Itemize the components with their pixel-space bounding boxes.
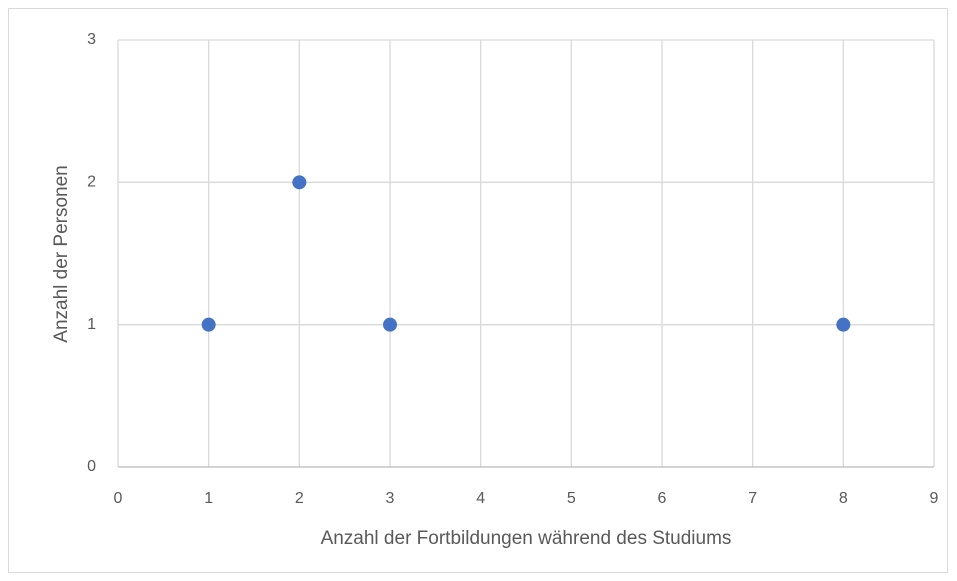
point: [201, 317, 216, 332]
x-tick-label: 4: [476, 490, 485, 507]
x-tick-label: 6: [658, 490, 667, 507]
y-tick-label: 3: [87, 31, 96, 48]
chart-border: [8, 8, 948, 573]
y-tick-label: 2: [87, 174, 96, 191]
x-tick-label: 2: [295, 490, 304, 507]
x-tick-label: 7: [748, 490, 757, 507]
x-axis-label: Anzahl der Fortbildungen während des Stu…: [321, 528, 732, 549]
x-tick-label: 1: [204, 490, 213, 507]
x-tick-label: 0: [114, 490, 123, 507]
y-tick-label: 1: [87, 316, 96, 333]
point: [836, 317, 851, 332]
x-tick-label: 5: [567, 490, 576, 507]
point: [292, 175, 307, 190]
y-axis-label: Anzahl der Personen: [51, 165, 72, 342]
point: [383, 317, 397, 332]
x-tick-label: 3: [386, 490, 395, 507]
x-tick-label: 8: [839, 490, 848, 507]
y-tick-label: 0: [87, 458, 96, 475]
x-tick-label: 9: [930, 490, 939, 507]
